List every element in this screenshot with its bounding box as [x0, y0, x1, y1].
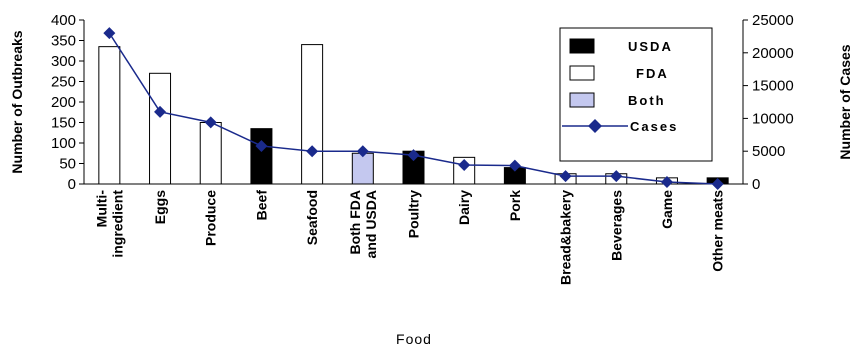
category-label: Multi-: [93, 190, 109, 228]
category-label: Pork: [507, 190, 523, 221]
bar-eggs: [149, 72, 172, 185]
cases-point: [458, 158, 471, 171]
category-label: Poultry: [406, 190, 422, 238]
category-label: Dairy: [456, 190, 472, 225]
y-left-tick-label: 0: [68, 176, 76, 193]
y-axis-right-ticks: 25000 20000 15000 10000 5000 0: [743, 12, 794, 193]
cases-point: [306, 145, 319, 158]
category-label: Game: [659, 190, 675, 229]
cases-point: [255, 139, 268, 152]
cases-point: [559, 170, 572, 183]
y-right-tick-label: 15000: [752, 78, 794, 95]
y-left-tick-label: 400: [51, 12, 76, 29]
cases-point: [103, 27, 116, 40]
y-left-tick-label: 300: [51, 53, 76, 70]
legend-label-usda: USDA: [628, 39, 673, 54]
category-label: Both FDA: [347, 190, 363, 255]
y-left-tick-label: 50: [59, 156, 76, 173]
category-label: ingredient: [109, 190, 125, 258]
x-axis-title: Food: [396, 331, 432, 347]
cases-point: [356, 145, 369, 158]
bar-produce: [199, 122, 222, 185]
cases-point: [711, 178, 724, 190]
y-right-tick-label: 10000: [752, 110, 794, 127]
cases-point: [204, 116, 217, 129]
legend-swatch-usda: [569, 38, 595, 54]
category-label: Beef: [253, 190, 269, 221]
category-label: Beverages: [608, 190, 624, 261]
y-axis-left-title: Number of Outbreaks: [9, 30, 25, 173]
y-left-tick-label: 350: [51, 33, 76, 50]
y-axis-left-ticks: 400 350 300 250 200 150 100 50 0: [51, 12, 84, 193]
bar-beef: [250, 128, 273, 185]
cases-point: [660, 176, 673, 189]
category-label: Eggs: [152, 190, 168, 224]
cases-point: [508, 159, 521, 172]
y-right-tick-label: 20000: [752, 45, 794, 62]
y-left-tick-label: 150: [51, 115, 76, 132]
cases-point: [154, 105, 167, 118]
category-label: Bread&bakery: [558, 190, 574, 285]
legend-marker-cases: [588, 119, 602, 133]
category-label: Seafood: [304, 190, 320, 245]
legend-label-fda: FDA: [636, 66, 669, 81]
y-axis-right-title: Number of Cases: [837, 44, 853, 159]
y-right-tick-label: 0: [752, 176, 760, 193]
cases-point: [407, 149, 420, 162]
y-right-tick-label: 25000: [752, 12, 794, 29]
legend: USDA FDA Both Cases: [559, 27, 713, 162]
cases-line-series: [103, 27, 724, 190]
legend-swatch-both: [569, 92, 595, 108]
y-left-tick-label: 250: [51, 74, 76, 91]
y-left-tick-label: 100: [51, 135, 76, 152]
y-left-tick-label: 200: [51, 94, 76, 111]
category-label: Produce: [203, 190, 219, 246]
legend-label-cases: Cases: [630, 119, 678, 134]
y-right-tick-label: 5000: [752, 143, 785, 160]
cases-point: [610, 170, 623, 183]
category-label: and USDA: [363, 190, 379, 258]
bar-seafood: [301, 44, 324, 185]
bar-both-fda-and-usda: [351, 152, 374, 185]
legend-swatch-fda: [569, 65, 595, 81]
legend-label-both: Both: [628, 93, 666, 108]
category-labels: Multi-ingredient Eggs Produce Beef Seafood Bo…: [93, 190, 725, 285]
bar-multi-ingredient: [98, 46, 121, 185]
category-label: Other meats: [710, 190, 726, 272]
